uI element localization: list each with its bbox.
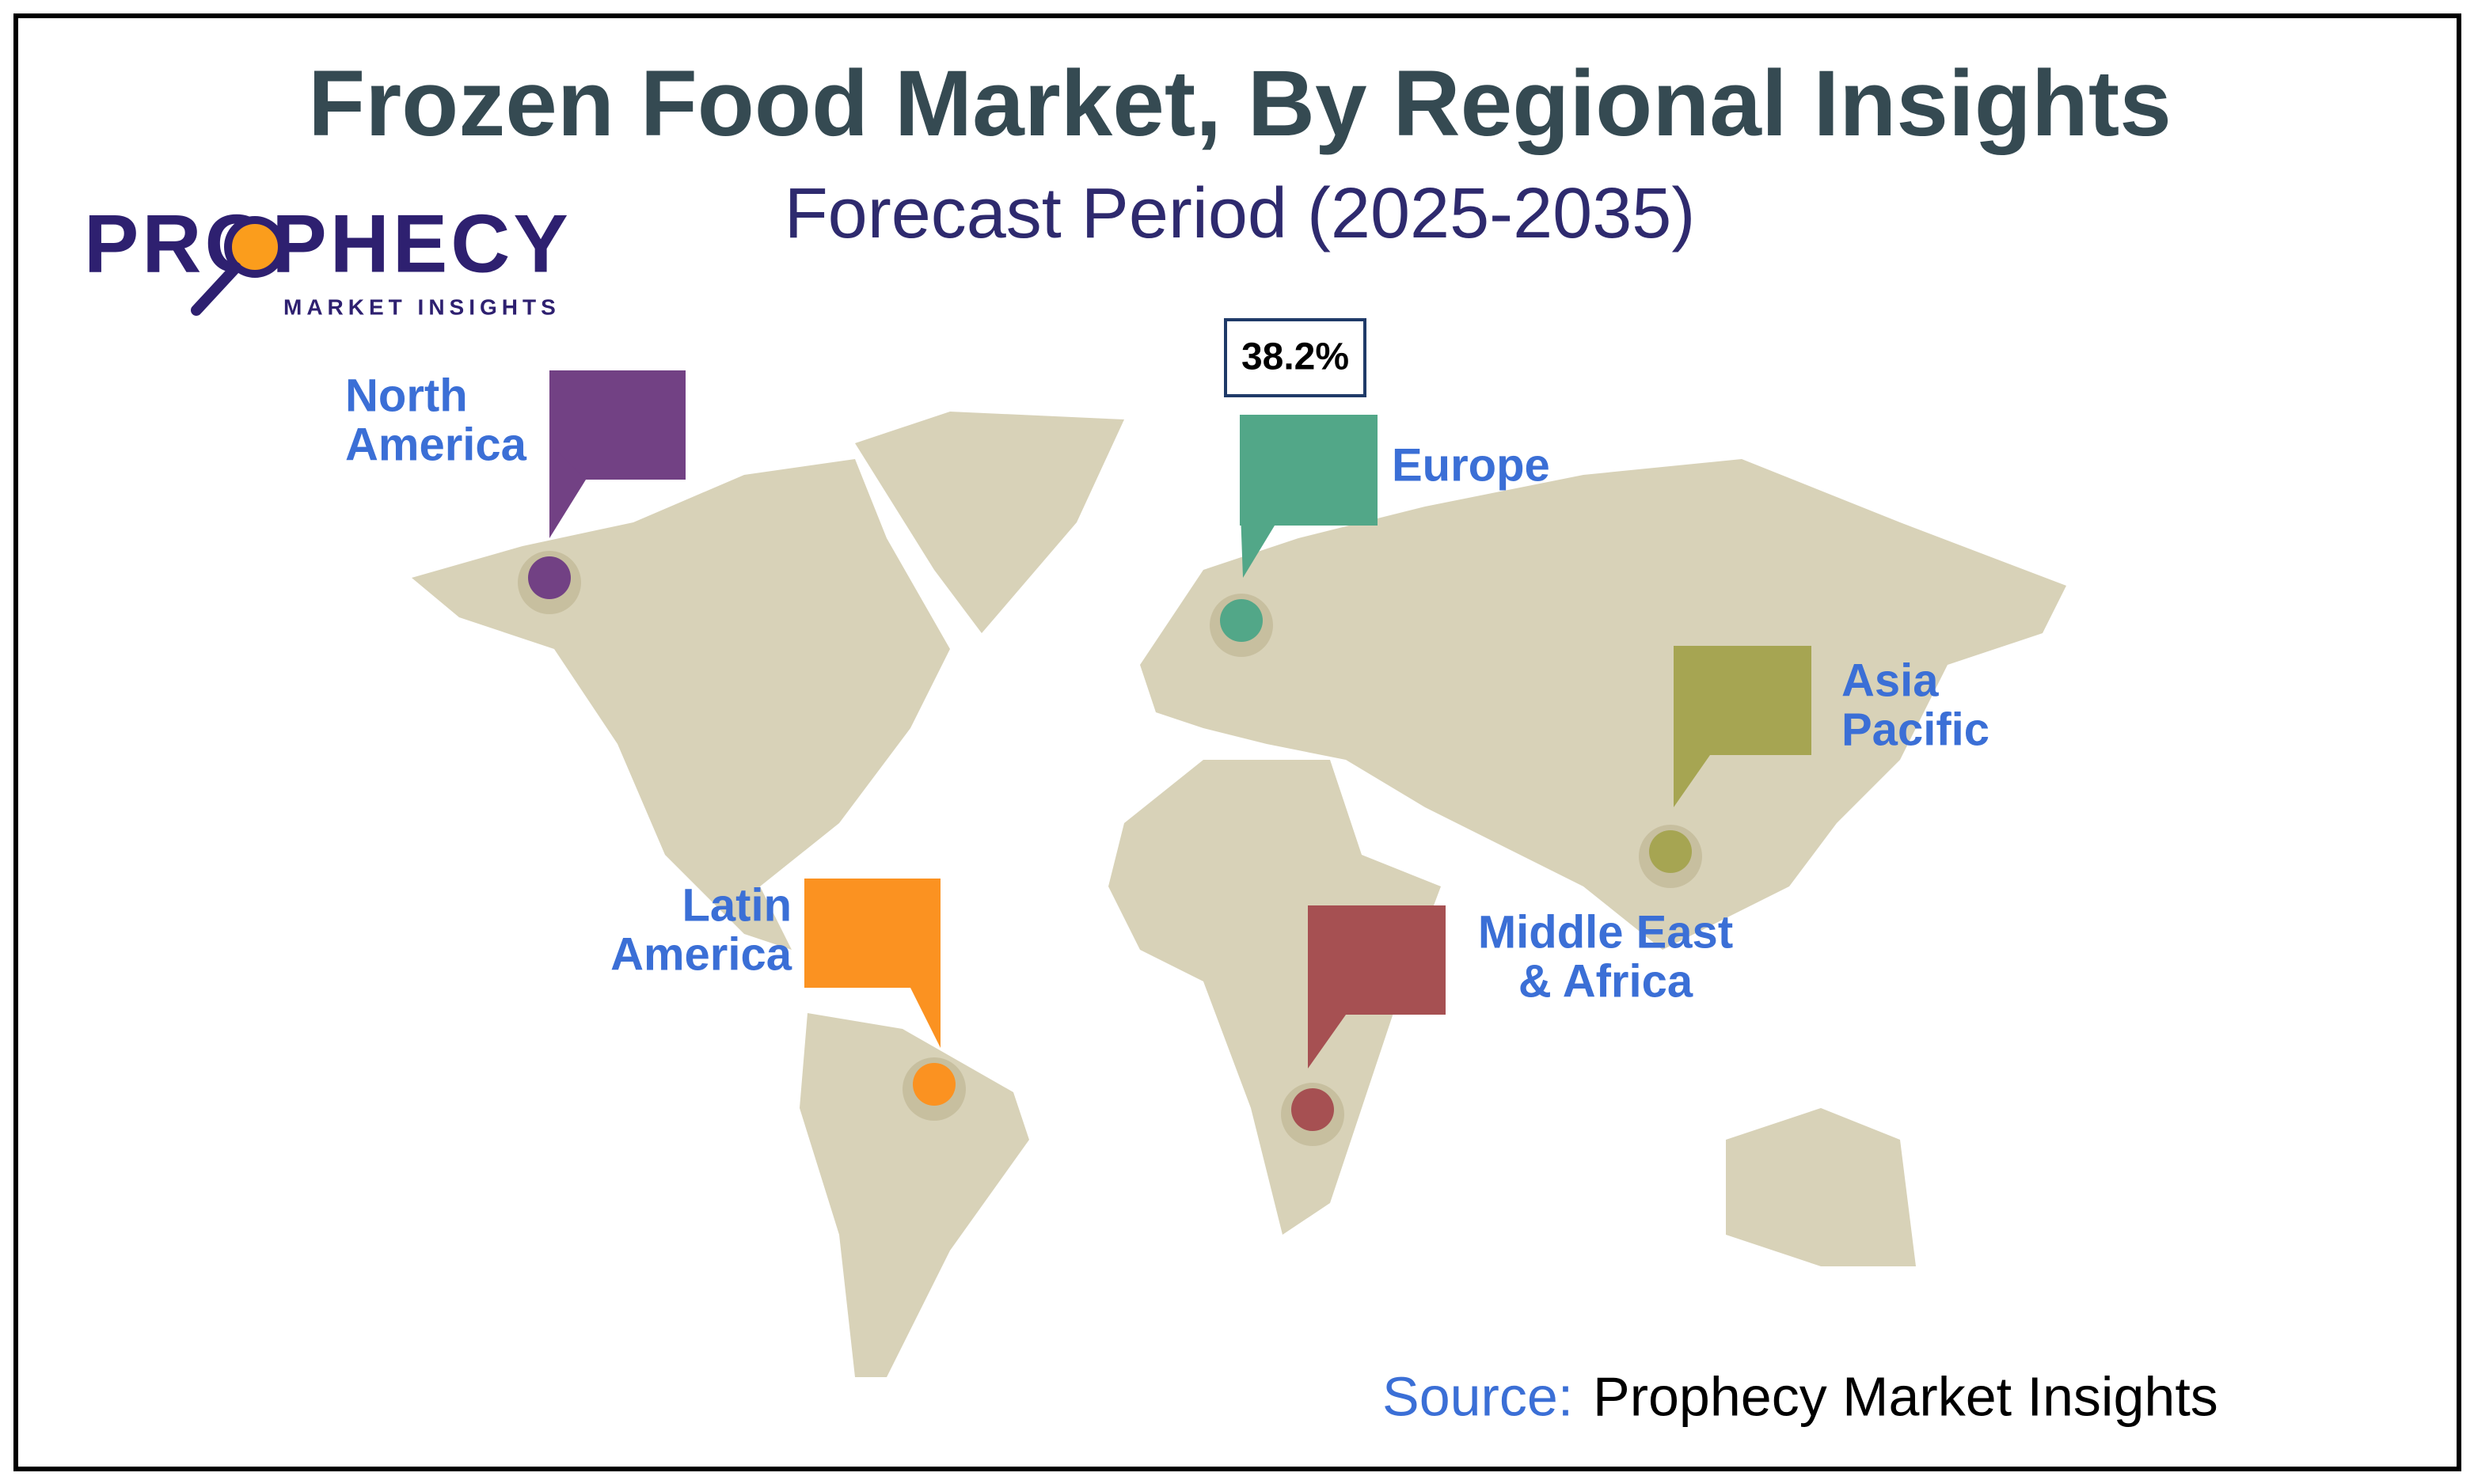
value-box xyxy=(1224,318,1366,397)
pin xyxy=(1220,599,1263,642)
pin xyxy=(528,556,571,599)
pin xyxy=(913,1063,956,1106)
region-label: North xyxy=(345,370,468,421)
frame xyxy=(13,13,2461,1471)
source-text: Prophecy Market Insights xyxy=(1593,1365,2218,1427)
callout-tail xyxy=(549,443,586,538)
region-label: Middle East xyxy=(1478,906,1733,958)
australia xyxy=(1726,1108,1916,1266)
africa xyxy=(1108,760,1441,1235)
south-america xyxy=(800,1013,1029,1377)
region-label: America xyxy=(610,928,792,980)
callout-box xyxy=(804,879,941,988)
value-label: 38.2% xyxy=(1241,336,1349,378)
callout-tail xyxy=(1308,981,1346,1068)
logo: PROPHECY MARKET INSIGHTS xyxy=(84,198,572,319)
title: Frozen Food Market, By Regional Insights xyxy=(308,51,2172,156)
source-label: Source: xyxy=(1382,1365,1573,1427)
callout-box xyxy=(549,370,686,480)
logo-name: PROPHECY xyxy=(84,198,572,290)
logo-tagline: MARKET INSIGHTS xyxy=(283,294,561,319)
callout-box xyxy=(1308,905,1446,1015)
callout-box xyxy=(1674,646,1811,755)
callout-tail xyxy=(1674,720,1710,807)
region-label: Pacific xyxy=(1841,704,1989,755)
region-label: America xyxy=(345,419,527,470)
pin xyxy=(1649,830,1692,873)
logo-lens xyxy=(224,216,286,278)
region-label: Asia xyxy=(1841,655,1939,706)
region-label: & Africa xyxy=(1518,955,1693,1007)
pin xyxy=(1291,1088,1334,1131)
region-label: Latin xyxy=(682,879,792,931)
eurasia xyxy=(1140,459,2066,950)
greenland xyxy=(855,412,1124,633)
subtitle: Forecast Period (2025-2035) xyxy=(785,174,1696,253)
callout-tail xyxy=(910,988,941,1048)
callout-tail xyxy=(1240,491,1275,578)
logo-handle xyxy=(191,262,241,316)
region-label: Europe xyxy=(1392,439,1550,491)
callout-box xyxy=(1240,415,1378,526)
